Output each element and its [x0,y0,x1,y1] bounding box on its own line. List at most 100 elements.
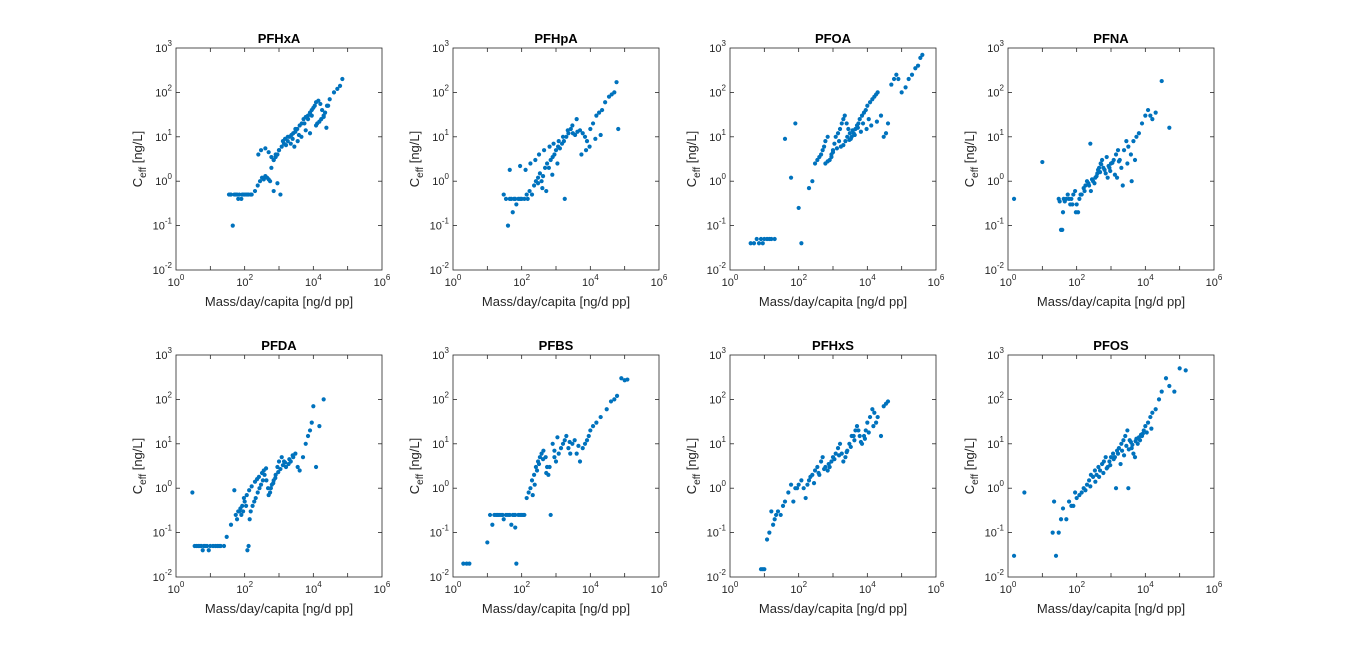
data-point [527,188,532,194]
data-point [1172,389,1177,394]
data-point [1096,474,1102,479]
data-point [555,435,560,440]
data-point [526,490,531,495]
data-point [891,76,897,82]
data-point [321,397,326,402]
data-point [1136,131,1142,136]
data-point [825,134,830,139]
data-point [547,464,552,470]
data-point [810,179,815,184]
data-point [754,236,759,242]
data-point [780,503,786,508]
x-tick-label: 106 [928,273,945,289]
data-point [896,76,901,82]
data-point [524,495,529,501]
data-point [236,196,241,201]
data-point [1115,451,1121,456]
subplot-title: PFBS [539,338,574,353]
data-point [1086,478,1092,483]
data-point [1078,192,1083,197]
data-point [1159,389,1164,394]
data-point [795,486,800,491]
data-point [307,428,313,433]
y-axis-label: Ceff [ng/L] [130,438,149,494]
x-tick-label: 100 [722,580,739,596]
subplot-pfoa: 100 102 104 106 10-2 10-1 100 101 102 103 PFOA Mass… [684,31,945,309]
data-point [1093,479,1098,484]
data-point [1126,144,1131,149]
data-point [839,121,844,126]
data-point [249,192,254,197]
data-point [267,179,273,184]
y-tick-label: 101 [709,128,726,144]
data-point [337,83,343,89]
x-axis-label: Mass/day/capita [ng/d pp] [759,601,907,616]
data-point [899,90,904,95]
subplot-title: PFHxS [812,338,854,353]
data-point [309,420,314,425]
data-point [862,436,868,441]
data-point [275,464,280,470]
x-tick-label: 102 [513,580,530,596]
x-tick-label: 102 [1068,580,1085,596]
data-point [604,407,609,412]
data-point [241,509,246,514]
data-point [467,561,472,566]
x-axis-label: Mass/day/capita [ng/d pp] [759,294,907,309]
data-point [525,196,530,201]
data-point [536,461,542,467]
data-point [1097,468,1103,473]
x-axis-label: Mass/day/capita [ng/d pp] [1037,294,1185,309]
data-point [552,448,557,453]
scatter-series [190,397,326,553]
data-point [834,146,840,151]
data-point [568,451,573,456]
data-point [1050,530,1055,535]
data-point [271,157,276,163]
data-point [540,174,546,179]
scatter-series [1011,78,1172,232]
data-point [300,455,306,460]
data-point [541,448,546,453]
subplot-pfda: 100 102 104 106 10-2 10-1 100 101 102 103 PFDA Mass… [130,338,391,616]
data-point [461,561,466,566]
data-point [537,455,543,460]
data-point [772,517,777,522]
data-point [815,464,820,470]
data-point [594,420,599,425]
data-point [1095,167,1101,172]
data-point [558,446,564,451]
data-point [1077,196,1082,201]
data-point [264,478,269,483]
scatter-series [758,399,891,572]
subplot-title: PFOS [1093,338,1129,353]
data-point [501,517,506,522]
data-point [799,241,804,246]
data-point [1104,466,1109,471]
data-point [292,144,297,149]
data-point [269,154,274,160]
data-point [485,540,490,545]
data-point [851,433,856,439]
data-point [866,430,871,435]
y-axis-label: Ceff [ng/L] [407,438,426,494]
data-point [1074,202,1079,207]
data-point [513,512,518,518]
data-point [1136,435,1142,440]
x-tick-label: 106 [1206,580,1223,596]
data-point [257,179,263,184]
x-tick-label: 100 [445,580,462,596]
data-point [594,113,599,118]
subplot-title: PFDA [261,338,297,353]
data-point [1053,553,1059,558]
data-point [793,121,798,126]
data-point [1108,463,1113,468]
data-point [855,125,860,130]
x-axis-label: Mass/day/capita [ng/d pp] [482,294,630,309]
y-tick-label: 10-2 [707,261,727,277]
y-tick-label: 100 [155,479,172,495]
data-point [812,468,818,473]
data-point [544,470,549,476]
y-tick-label: 10-1 [430,524,450,540]
data-point [317,119,322,124]
